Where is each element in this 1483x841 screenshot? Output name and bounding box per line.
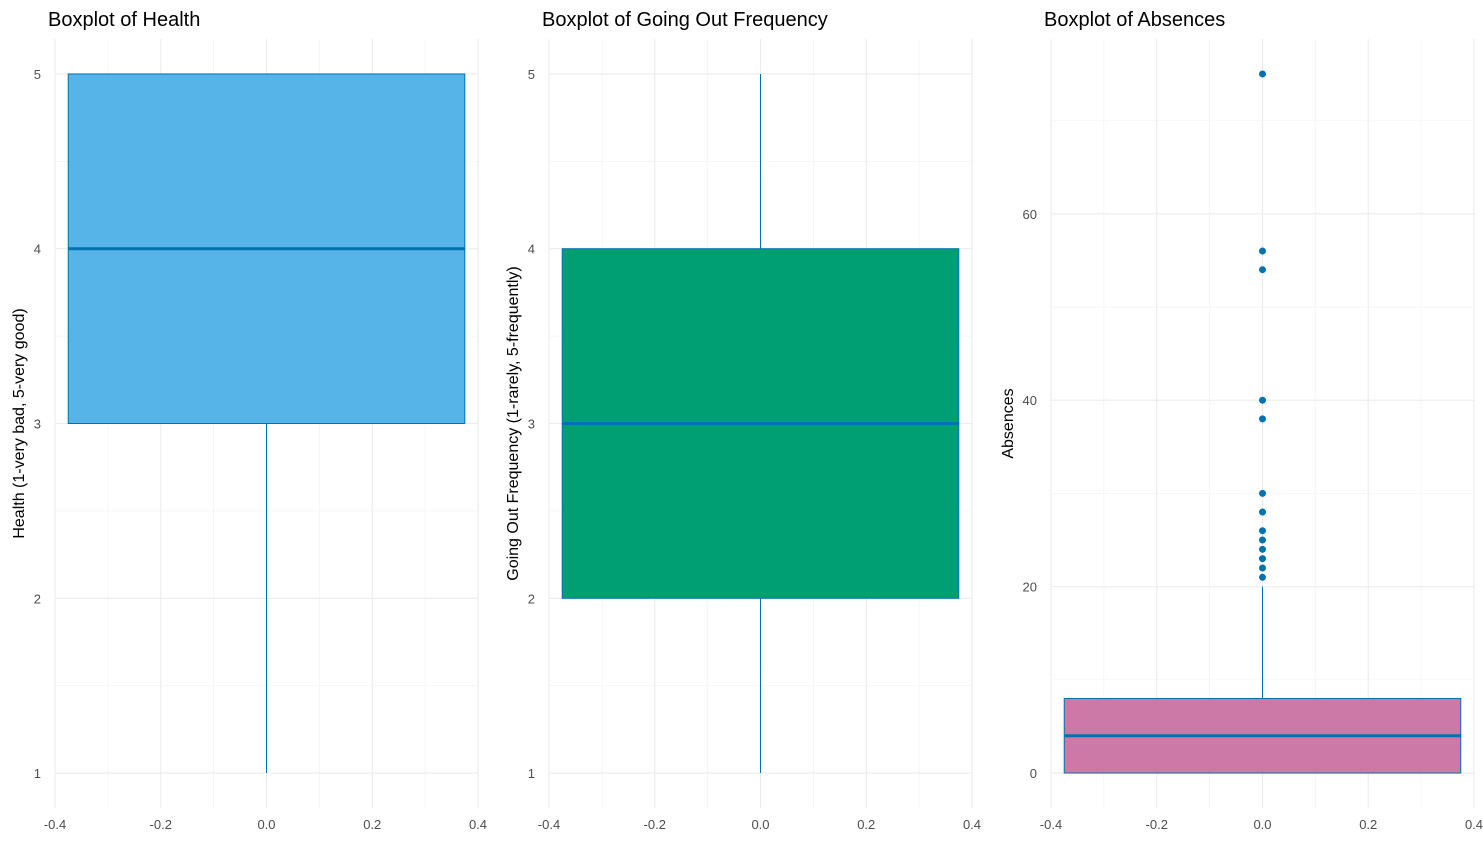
y-tick-label: 4 xyxy=(528,242,535,257)
y-tick-label: 1 xyxy=(34,766,41,781)
y-tick-label: 60 xyxy=(1023,207,1037,222)
outlier-point xyxy=(1259,396,1266,404)
x-tick-label: 0.4 xyxy=(963,817,981,832)
x-tick-label: -0.2 xyxy=(644,817,666,832)
x-tick-label: 0.0 xyxy=(257,817,275,832)
x-tick-label: 0.4 xyxy=(469,817,487,832)
outlier-point xyxy=(1259,508,1266,516)
x-tick-label: 0.2 xyxy=(363,817,381,832)
y-tick-label: 2 xyxy=(34,591,41,606)
x-tick-label: 0.2 xyxy=(857,817,875,832)
x-tick-label: 0.2 xyxy=(1359,817,1377,832)
x-tick-label: 0.0 xyxy=(751,817,769,832)
y-axis-label: Absences xyxy=(1000,388,1017,458)
chart-title: Boxplot of Absences xyxy=(1044,9,1225,31)
y-tick-label: 3 xyxy=(34,417,41,432)
y-tick-label: 5 xyxy=(34,67,41,82)
x-tick-label: -0.2 xyxy=(150,817,172,832)
x-tick-label: -0.4 xyxy=(538,817,560,832)
x-tick-label: -0.4 xyxy=(1040,817,1062,832)
outlier-point xyxy=(1259,415,1266,423)
outlier-point xyxy=(1259,247,1266,255)
x-tick-label: 0.4 xyxy=(1465,817,1483,832)
y-axis-label: Health (1-very bad, 5-very good) xyxy=(11,308,28,538)
outlier-point xyxy=(1259,545,1266,553)
y-tick-label: 40 xyxy=(1023,393,1037,408)
y-axis-label: Going Out Frequency (1-rarely, 5-frequen… xyxy=(505,266,522,581)
y-tick-label: 4 xyxy=(34,242,41,257)
y-tick-label: 0 xyxy=(1030,766,1037,781)
outlier-point xyxy=(1259,573,1266,581)
outlier-point xyxy=(1259,527,1266,535)
outlier-point xyxy=(1259,70,1266,78)
y-tick-label: 5 xyxy=(528,67,535,82)
y-tick-label: 3 xyxy=(528,417,535,432)
outlier-point xyxy=(1259,266,1266,274)
outlier-point xyxy=(1259,489,1266,497)
y-tick-label: 1 xyxy=(528,766,535,781)
x-tick-label: 0.0 xyxy=(1253,817,1271,832)
outlier-point xyxy=(1259,564,1266,572)
outlier-point xyxy=(1259,555,1266,563)
y-tick-label: 20 xyxy=(1023,580,1037,595)
x-tick-label: -0.4 xyxy=(44,817,66,832)
chart-title: Boxplot of Health xyxy=(48,9,200,31)
y-tick-label: 2 xyxy=(528,591,535,606)
x-tick-label: -0.2 xyxy=(1146,817,1168,832)
outlier-point xyxy=(1259,536,1266,544)
chart-title: Boxplot of Going Out Frequency xyxy=(542,9,828,31)
